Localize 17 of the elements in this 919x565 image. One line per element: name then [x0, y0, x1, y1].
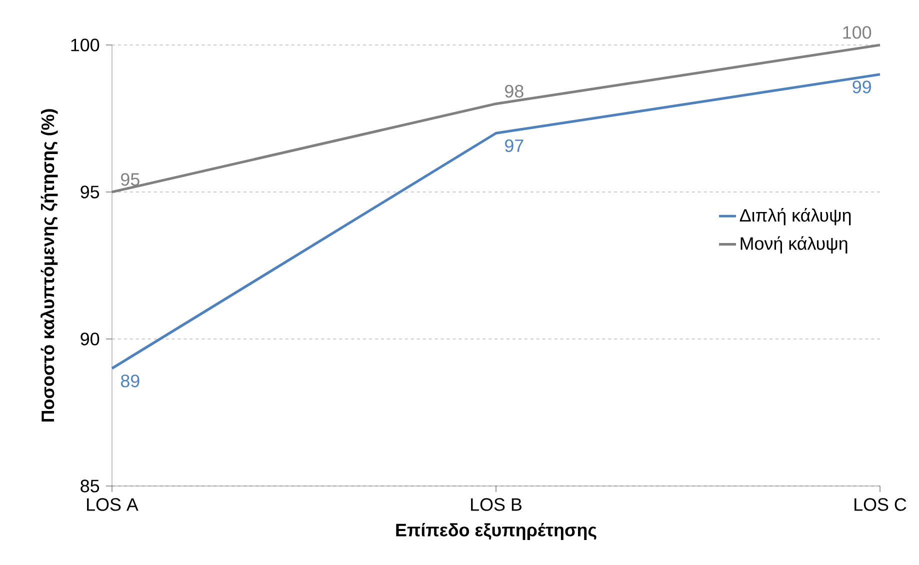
x-axis-title: Επίπεδο εξυπηρέτησης: [396, 523, 596, 540]
y-tick-label: 90: [80, 332, 100, 346]
x-tick-label: LOS A: [87, 498, 138, 511]
y-tick-label: 95: [80, 186, 100, 198]
legend-label: Διπλή κάλυψη: [740, 208, 851, 226]
data-label: 98: [505, 84, 524, 98]
y-tick-label: 85: [80, 480, 100, 492]
y-tick-label: 100: [71, 38, 100, 52]
data-label: 97: [505, 139, 524, 152]
legend-label: Μονή κάλυψη: [740, 236, 848, 254]
data-label: 95: [121, 173, 140, 186]
data-label: 100: [843, 26, 872, 39]
x-tick-label: LOS C: [854, 498, 906, 511]
data-label: 99: [852, 80, 871, 94]
data-label: 89: [120, 374, 140, 388]
x-tick-label: LOS B: [471, 498, 522, 511]
y-axis-title: Ποσοστό καλυπτόμενης ζήτησης (%): [40, 109, 58, 422]
